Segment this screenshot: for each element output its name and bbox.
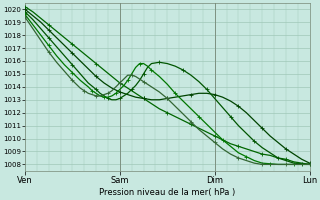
X-axis label: Pression niveau de la mer( hPa ): Pression niveau de la mer( hPa ) xyxy=(99,188,236,197)
